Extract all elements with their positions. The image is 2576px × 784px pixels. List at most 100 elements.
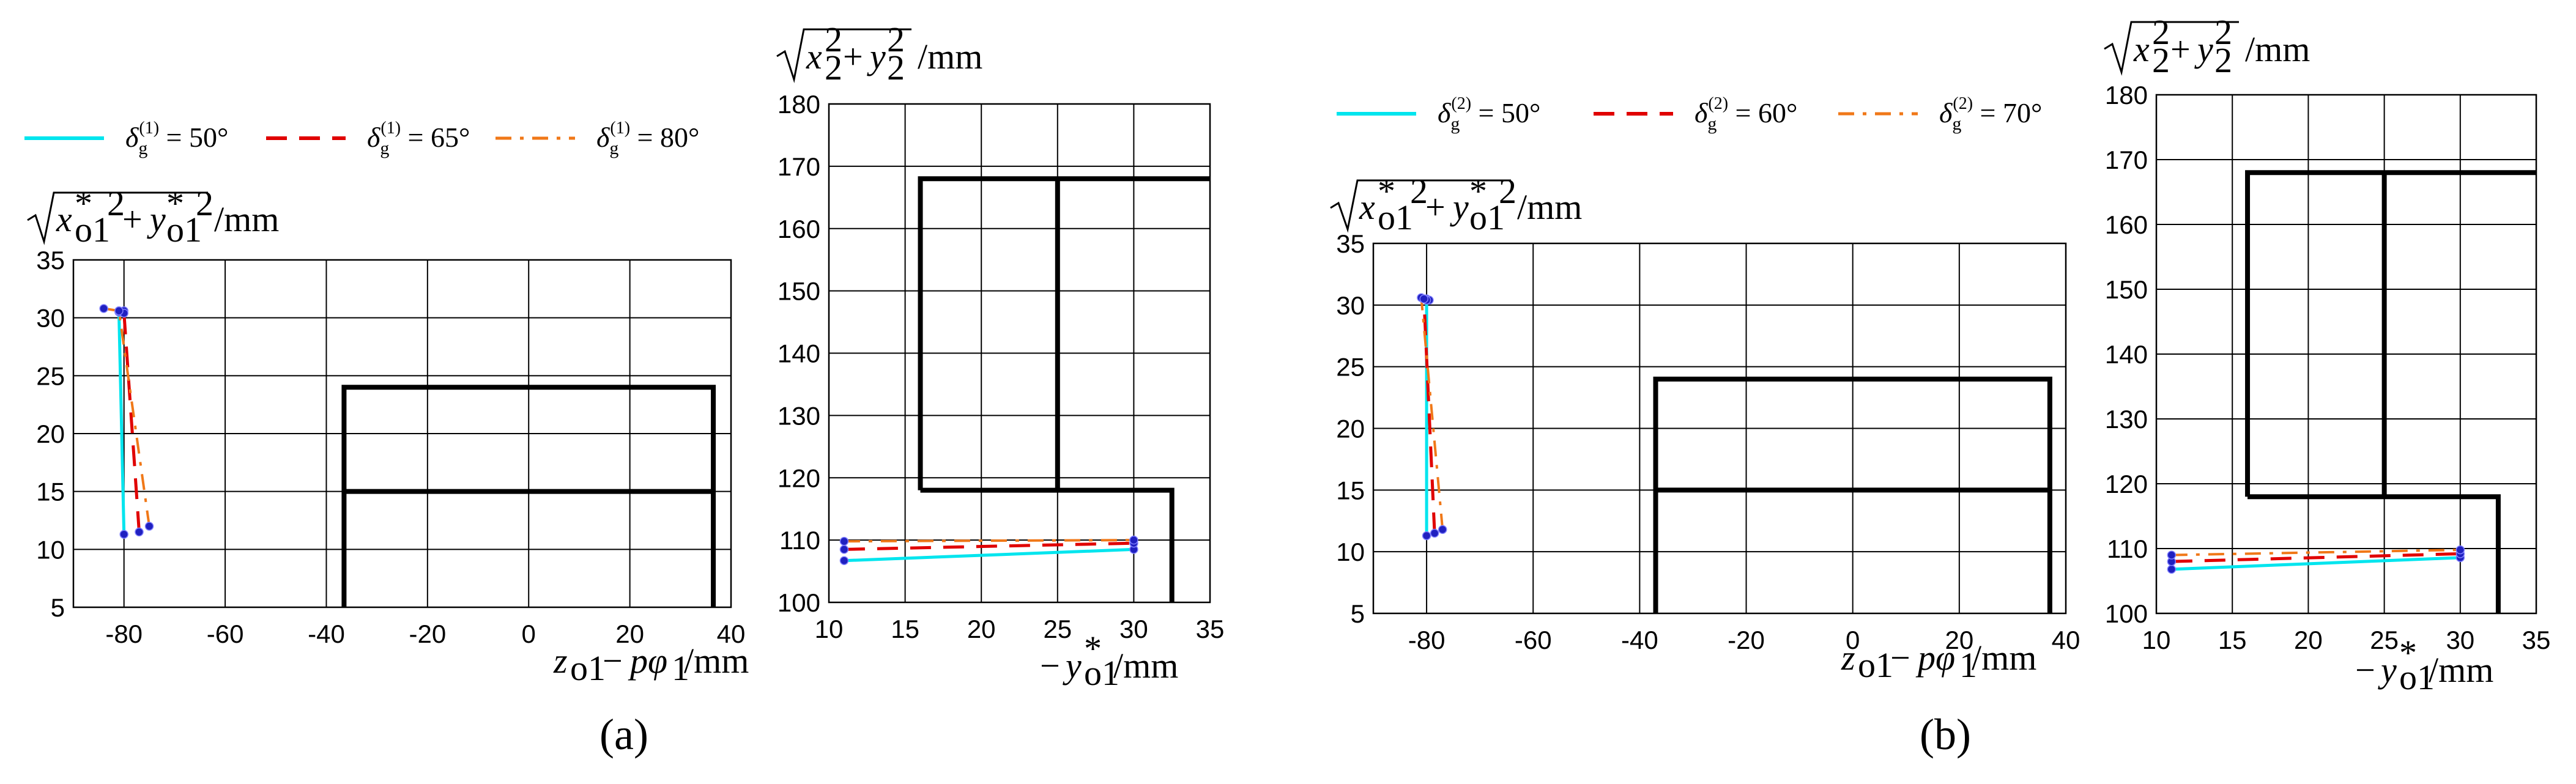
series-line-1	[2171, 552, 2460, 563]
series-line-2	[103, 307, 151, 527]
svg-text:2: 2	[887, 48, 905, 87]
y-tick-label: 100	[778, 588, 820, 617]
y-tick-label: 150	[778, 277, 820, 306]
svg-text:o1: o1	[75, 210, 110, 250]
legend-b: δg(2) = 50° δg(2) = 60° δg(2) = 70°	[1337, 94, 2042, 134]
y-tick-label: 100	[2105, 599, 2148, 628]
svg-text:*: *	[75, 183, 92, 223]
plot-a-right: 10 15 20 25 30 35 100 110 120 130 140 150 160 170 180	[778, 90, 1224, 643]
svg-text:x: x	[806, 37, 822, 76]
xlabel-b-left: z o1 − pφ 1 /mm	[1841, 638, 2036, 685]
data-point	[1422, 531, 1431, 541]
x-tick-label: 25	[1043, 615, 1072, 643]
plot-frame	[72, 259, 732, 608]
y-tick-label: 110	[2107, 534, 2148, 563]
data-point	[135, 527, 144, 537]
legend-label-2: δg(1) = 80°	[596, 119, 699, 158]
series-line-0	[844, 547, 1134, 563]
svg-text:+: +	[1425, 187, 1446, 227]
series-line-0	[2171, 556, 2460, 571]
series-line-2	[844, 539, 1134, 543]
y-tick-label: 150	[2105, 275, 2148, 304]
x-tick-label: 10	[815, 615, 844, 643]
data-point	[1430, 528, 1439, 538]
legend-label-0: δg(1) = 50°	[125, 119, 228, 158]
x-tick-label: -40	[1621, 626, 1658, 654]
xlabel-a-left: z o1 − pφ 1 /mm	[553, 641, 749, 688]
y-tick-label: 160	[778, 215, 820, 243]
caption-a: (a)	[599, 710, 648, 759]
svg-text:2: 2	[107, 183, 125, 223]
data-point	[839, 545, 849, 554]
y-tick-label: 25	[1336, 353, 1365, 382]
svg-text:o1: o1	[1858, 645, 1893, 685]
boundary-line-0	[2245, 170, 2536, 497]
svg-text:y: y	[1450, 187, 1469, 227]
svg-text:/mm: /mm	[214, 199, 279, 239]
legend-label-2: δg(2) = 70°	[1939, 94, 2042, 134]
ylabel-a-left: x * o1 2 + y * o1 2 /mm	[27, 183, 279, 250]
svg-text:x: x	[1359, 187, 1375, 227]
svg-text:o1: o1	[1469, 198, 1505, 237]
svg-text:/mm: /mm	[1972, 638, 2036, 678]
x-tick-label: 40	[717, 619, 746, 648]
svg-text:/mm: /mm	[2429, 650, 2493, 690]
svg-text:+: +	[122, 199, 143, 239]
xlabel-b-right: − y * o1 /mm	[2355, 633, 2493, 697]
y-tick-label: 170	[778, 152, 820, 181]
svg-text:*: *	[1084, 629, 1102, 668]
y-tick-label: 130	[778, 401, 820, 430]
svg-text:2: 2	[1410, 171, 1428, 211]
svg-text:+: +	[2170, 29, 2191, 69]
legend-label-0: δg(2) = 50°	[1438, 94, 1540, 134]
y-tick-label: 15	[36, 478, 65, 506]
y-tick-label: 110	[779, 526, 820, 555]
ylabel-b-right: x 2 2 + y 2 2 /mm	[2104, 12, 2310, 80]
x-tick-label: -40	[308, 619, 345, 648]
x-tick-label: 40	[2052, 626, 2080, 654]
y-tick-label: 30	[1336, 291, 1365, 320]
svg-text:1: 1	[672, 648, 689, 688]
y-tick-label: 35	[1336, 229, 1365, 258]
plot-b-left: -80 -60 -40 -20 0 20 40 5 10 15 20 25 30 35	[1336, 229, 2080, 654]
y-tick-label: 130	[2105, 405, 2148, 434]
svg-text:2: 2	[196, 183, 213, 223]
svg-text:2: 2	[1499, 171, 1516, 211]
ylabel-a-right: x 2 2 + y 2 2 /mm	[776, 20, 982, 87]
svg-text:o1: o1	[570, 648, 606, 688]
x-tick-label: -80	[1408, 626, 1446, 654]
series-line-1	[844, 541, 1134, 551]
y-tick-label: 140	[778, 339, 820, 368]
svg-text:2: 2	[887, 20, 905, 59]
svg-text:2: 2	[825, 20, 842, 59]
y-tick-label: 10	[1336, 538, 1365, 566]
boundary-line-0	[1653, 376, 2052, 613]
boundary-line-1	[920, 487, 1175, 602]
y-tick-label: 5	[51, 593, 65, 622]
svg-text:y: y	[867, 37, 886, 76]
boundary-line-0	[341, 385, 716, 607]
svg-text:/mm: /mm	[1517, 187, 1582, 227]
data-point	[839, 556, 849, 565]
y-tick-label: 180	[778, 90, 820, 119]
y-tick-label: 35	[36, 246, 65, 275]
svg-text:−: −	[2355, 650, 2375, 690]
data-point	[119, 530, 128, 539]
plot-frame	[1372, 242, 2067, 615]
svg-text:/mm: /mm	[2245, 29, 2310, 69]
x-tick-label: 15	[891, 615, 919, 643]
x-tick-label: 20	[1945, 626, 1973, 654]
svg-text:x: x	[56, 199, 72, 239]
svg-text:o1: o1	[1378, 198, 1413, 237]
ylabel-b-left: x * o1 2 + y * o1 2 /mm	[1330, 171, 1582, 237]
y-tick-label: 5	[1351, 599, 1365, 628]
boundary-line-1	[2248, 494, 2501, 613]
y-tick-label: 160	[2105, 210, 2148, 239]
svg-text:o1: o1	[1084, 653, 1119, 693]
svg-text:/mm: /mm	[684, 641, 749, 681]
y-tick-label: 120	[778, 464, 820, 492]
legend-a: δg(1) = 50° δg(1) = 65° δg(1) = 80°	[24, 119, 699, 158]
x-tick-label: 20	[967, 615, 996, 643]
y-tick-label: 170	[2105, 146, 2148, 174]
y-tick-label: 20	[1336, 415, 1365, 443]
